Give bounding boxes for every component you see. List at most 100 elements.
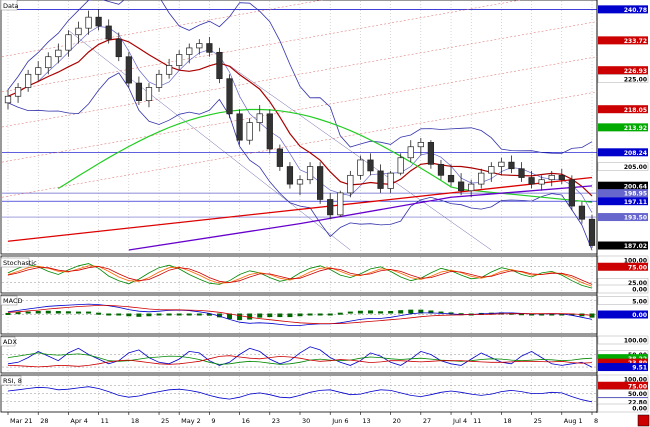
price-tag-box (598, 123, 648, 132)
candle-body-up (337, 192, 344, 216)
candle-body-up (296, 179, 304, 185)
price-tag: 9.51 (598, 363, 648, 372)
x-tick-label: 11 (101, 417, 109, 425)
x-tick-label: 27 (423, 417, 431, 425)
price-tag: 208.24 (598, 148, 648, 157)
macd-histogram-bar (75, 311, 81, 314)
price-tag: 225.00 (597, 74, 649, 83)
price-tag-box (597, 403, 649, 413)
macd-histogram-bar (549, 313, 555, 316)
price-tag: 197.11 (598, 197, 648, 206)
macd-histogram-bar (539, 313, 545, 316)
candle (306, 162, 314, 185)
indicator-panels-layer (2, 263, 597, 403)
candle-body-up (306, 166, 314, 181)
candle (276, 144, 283, 171)
price-panel-layer (1, 0, 598, 251)
price-tag-box (598, 189, 648, 198)
macd-histogram-bar (126, 313, 132, 317)
candle (327, 192, 334, 220)
macd-histogram-bar (438, 311, 444, 314)
candle-body-up (186, 47, 193, 55)
price-tag-label: 100.00 (624, 377, 647, 384)
candle (216, 47, 223, 84)
candle-body-down (236, 113, 243, 141)
indicator-line (7, 386, 593, 403)
macd-histogram-bar (166, 313, 172, 316)
candle-body-up (85, 16, 92, 29)
price-tag-label: 225.00 (624, 76, 647, 83)
panel-title-price: Data (3, 2, 19, 10)
macd-histogram-bar (106, 313, 112, 316)
x-tick-label: Jun 6 (331, 417, 348, 425)
price-tag-box (598, 66, 648, 75)
candle (558, 168, 565, 185)
candle (176, 50, 183, 70)
candle (45, 52, 52, 75)
candle-body-down (216, 51, 223, 80)
candle-body-up (548, 174, 555, 181)
macd-histogram-bar (25, 311, 31, 314)
short-moving-average (7, 26, 593, 213)
price-tag-label: 0.00 (632, 287, 647, 294)
price-tag-label: 198.95 (624, 191, 647, 198)
candle-body-up (65, 34, 72, 51)
candle (367, 153, 374, 176)
macd-histogram-bar (55, 311, 61, 314)
macd-histogram-bar (5, 312, 11, 315)
candle (4, 89, 12, 110)
x-tick-label: Aug 1 (564, 417, 583, 425)
price-tag-box (598, 181, 648, 190)
price-tag-label: 5.00 (632, 298, 647, 305)
candle-body-down (588, 218, 596, 246)
macd-histogram-bar (45, 310, 51, 314)
price-tag: 193.50 (598, 213, 648, 222)
price-tag: 240.78 (598, 5, 648, 14)
candle-body-up (488, 166, 495, 174)
price-tag: 5.00 (597, 296, 649, 305)
candle (468, 179, 475, 198)
candle-body-up (478, 172, 485, 185)
candle (246, 118, 253, 145)
price-tag-label: 75.00 (628, 264, 647, 271)
candle-body-down (427, 142, 435, 165)
moving-average-purple (128, 185, 593, 251)
candle-body-down (317, 166, 324, 200)
price-tag-label: 9.51 (632, 365, 647, 372)
axis-layer: Mar 21 28 Apr 4 11 18 25 May 2 9 16 23 30 Jun 6 13 20… (7, 412, 598, 425)
price-tag-box (598, 363, 648, 372)
candle (568, 175, 575, 211)
macd-histogram-bar (398, 310, 404, 314)
price-tag-box (598, 5, 648, 14)
x-tick-label: 18 (503, 417, 511, 425)
channel-line (1, 56, 598, 163)
corner-widget[interactable] (637, 414, 650, 427)
x-tick-label: 25 (534, 417, 542, 425)
channel-line (1, 91, 598, 198)
candle-body-up (55, 49, 62, 58)
price-tag: 218.05 (598, 105, 648, 114)
candle-body-up (407, 146, 414, 159)
price-tag-label: 193.50 (624, 215, 647, 222)
candle (35, 61, 42, 81)
candle (518, 162, 525, 182)
candle (337, 190, 344, 218)
candle (508, 155, 515, 174)
price-tag-box (598, 262, 648, 271)
candle (407, 140, 414, 163)
macd-histogram-bar (247, 313, 253, 320)
candle-body-down (578, 205, 586, 220)
candle-body-up (397, 157, 404, 174)
x-tick-label: 9 (211, 417, 215, 425)
candle-body-down (115, 38, 122, 58)
bollinger-upper (7, 0, 593, 154)
candle (14, 83, 22, 103)
candle (427, 140, 435, 169)
candle-body-up (357, 159, 364, 176)
macd-histogram-bar (216, 313, 222, 318)
price-tag-box (597, 296, 649, 305)
price-tag-label: 233.72 (624, 38, 647, 45)
rising-trendline (7, 176, 593, 242)
macd-histogram-bar (347, 311, 353, 314)
